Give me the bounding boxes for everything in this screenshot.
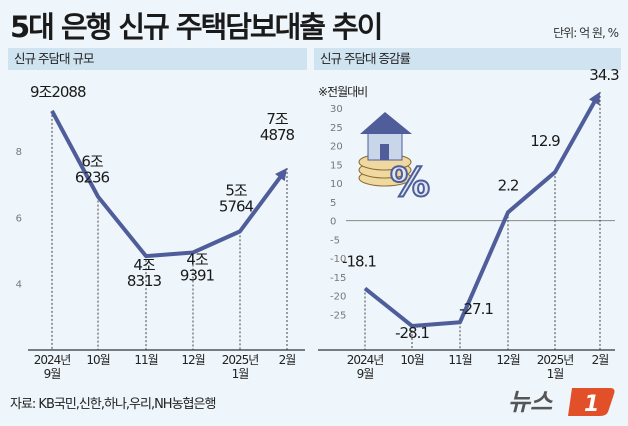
y-tick-label: -15: [330, 273, 346, 284]
data-label: -28.1: [395, 324, 429, 342]
y-tick-label: 4: [16, 280, 22, 291]
data-label: 7조: [266, 110, 289, 128]
x-tick-label: 2024년: [347, 353, 384, 367]
data-label: -18.1: [342, 252, 376, 270]
house-coin-illustration: [380, 144, 389, 160]
x-tick-label: 9월: [357, 367, 374, 381]
y-tick-label: 20: [330, 142, 343, 153]
data-label: 9391: [180, 267, 215, 285]
unit-label: 단위: 억 원, %: [553, 26, 619, 40]
data-label: 6조: [81, 153, 104, 171]
page-title: 5대 은행 신규 주택담보대출 추이: [10, 10, 383, 44]
left-chart-title: 신규 주담대 규모: [8, 48, 307, 70]
data-label: 4조: [186, 251, 209, 269]
y-tick-label: 6: [16, 213, 22, 224]
x-tick-label: 11월: [134, 353, 157, 367]
data-label: 4878: [260, 126, 295, 144]
y-tick-label: 15: [330, 160, 343, 171]
x-tick-label: 12월: [181, 353, 204, 367]
data-label: 5조: [225, 181, 248, 199]
svg-text:뉴스: 뉴스: [508, 388, 553, 416]
data-label: 4조: [133, 256, 156, 274]
y-tick-label: 5: [330, 198, 336, 209]
source-note: 자료: KB국민,신한,하나,우리,NH농협은행: [10, 397, 216, 412]
x-tick-label: 1월: [547, 367, 564, 381]
data-label: 2.2: [498, 176, 519, 194]
y-tick-label: -10: [330, 254, 346, 265]
x-tick-label: 10월: [400, 353, 423, 367]
arrow-head: [275, 167, 287, 182]
y-tick-label: 30: [330, 104, 343, 115]
data-label: 34.3: [589, 66, 619, 84]
y-tick-label: 25: [330, 123, 343, 134]
house-coin-illustration: [360, 112, 412, 134]
data-label: 9조2088: [30, 83, 86, 101]
x-tick-label: 1월: [232, 367, 249, 381]
y-tick-label: -25: [330, 310, 346, 321]
x-tick-label: 9월: [44, 367, 61, 381]
y-tick-label: 0: [330, 217, 336, 228]
x-tick-label: 2025년: [537, 353, 574, 367]
arrow-head: [588, 91, 600, 106]
data-label: 12.9: [530, 132, 560, 150]
y-tick-label: 8: [16, 147, 22, 158]
data-label: 6236: [75, 169, 110, 187]
x-tick-label: 2025년: [222, 353, 259, 367]
news1-logo: 뉴스 1: [508, 388, 615, 416]
x-tick-label: 11월: [448, 353, 471, 367]
x-tick-label: 10월: [86, 353, 109, 367]
x-tick-label: 2월: [592, 353, 609, 367]
data-label: 8313: [127, 272, 162, 290]
svg-text:1: 1: [584, 392, 599, 416]
y-tick-label: -5: [330, 235, 340, 246]
data-line: [50, 109, 284, 259]
data-label: -27.1: [459, 300, 493, 318]
chart-subtitle: ※전월대비: [318, 85, 367, 99]
data-line: [363, 97, 598, 328]
house-coin-illustration: %: [390, 160, 430, 206]
y-tick-label: -20: [330, 292, 346, 303]
right-chart-title: 신규 주담대 증감률: [314, 48, 621, 70]
y-tick-label: 10: [330, 179, 343, 190]
data-label: 5764: [219, 197, 254, 215]
x-tick-label: 12월: [496, 353, 519, 367]
x-tick-label: 2024년: [34, 353, 71, 367]
x-tick-label: 2월: [279, 353, 296, 367]
